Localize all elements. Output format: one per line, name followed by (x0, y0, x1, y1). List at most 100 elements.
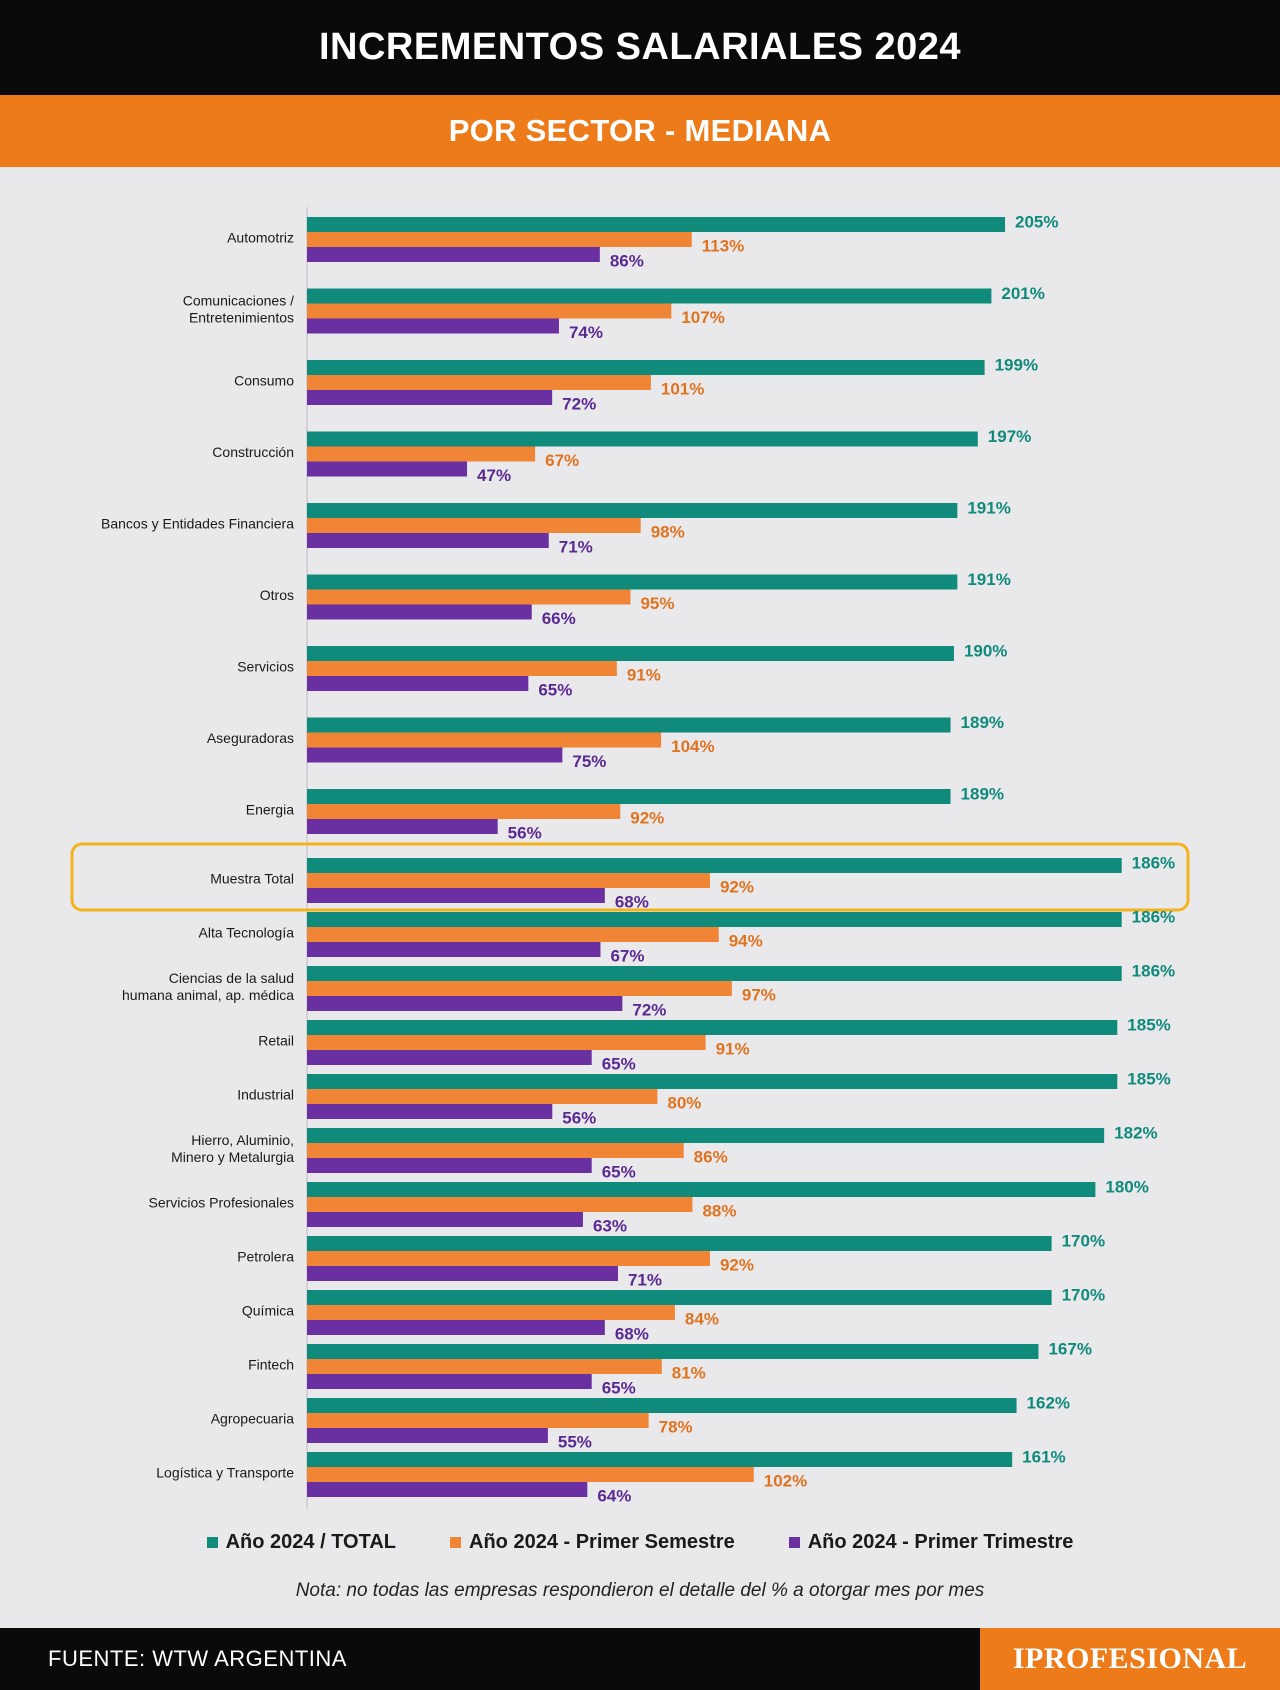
chart-subtitle: POR SECTOR - MEDIANA (0, 95, 1280, 167)
bar-total-agropecuaria (307, 1398, 1017, 1413)
bar-semestre-retail (307, 1035, 706, 1050)
value-label-trimestre-logistica-y-transporte: 64% (597, 1487, 631, 1506)
value-label-total-consumo: 199% (995, 356, 1038, 375)
bar-total-quimica (307, 1290, 1052, 1305)
category-label-otros: Otros (260, 587, 294, 603)
brand-logo: IPROFESIONAL (980, 1628, 1280, 1690)
chart-note: Nota: no todas las empresas respondieron… (295, 1580, 985, 1601)
bar-trimestre-quimica (307, 1320, 605, 1335)
bar-semestre-petrolera (307, 1251, 710, 1266)
value-label-semestre-industrial: 80% (667, 1094, 701, 1113)
bar-total-ciencias-de-la-salud-humana-animal-ap-medica (307, 966, 1122, 981)
category-label-ciencias-de-la-salud-humana-animal-ap-medica: Ciencias de la salud humana animal, ap. m… (122, 970, 294, 1003)
bar-total-energia (307, 789, 951, 804)
category-label-construccion: Construcción (212, 444, 294, 460)
footer: FUENTE: WTW ARGENTINA IPROFESIONAL (0, 1628, 1280, 1690)
legend-label-trimestre: Año 2024 - Primer Trimestre (807, 1530, 1074, 1553)
legend-item-total: Año 2024 / TOTAL (206, 1530, 397, 1554)
bar-semestre-servicios-profesionales (307, 1197, 693, 1212)
bar-total-servicios (307, 646, 954, 661)
bar-trimestre-fintech (307, 1374, 592, 1389)
bar-trimestre-servicios (307, 676, 529, 691)
value-label-trimestre-construccion: 47% (477, 466, 511, 485)
category-label-comunicaciones-entretenimientos: Comunicaciones / Entretenimientos (183, 293, 294, 326)
bar-total-logistica-y-transporte (307, 1452, 1013, 1467)
value-label-total-aseguradoras: 189% (961, 713, 1004, 732)
category-label-aseguradoras: Aseguradoras (207, 730, 294, 746)
bar-semestre-consumo (307, 375, 651, 390)
bar-trimestre-construccion (307, 461, 468, 477)
bar-semestre-agropecuaria (307, 1413, 649, 1428)
legend-label-total: Año 2024 / TOTAL (225, 1530, 397, 1553)
value-label-semestre-comunicaciones-entretenimientos: 107% (681, 308, 724, 327)
bar-trimestre-energia (307, 819, 498, 834)
bar-semestre-hierro-aluminio-minero-y-metalurgia (307, 1143, 684, 1158)
bar-total-servicios-profesionales (307, 1182, 1096, 1197)
category-label-muestra-total: Muestra Total (210, 871, 294, 887)
value-label-total-construccion: 197% (988, 427, 1031, 446)
value-label-semestre-otros: 95% (640, 594, 674, 613)
category-label-logistica-y-transporte: Logística y Transporte (156, 1465, 294, 1481)
category-label-hierro-aluminio-minero-y-metalurgia: Hierro, Aluminio, Minero y Metalurgia (171, 1132, 294, 1165)
value-label-trimestre-petrolera: 71% (628, 1271, 662, 1290)
value-label-trimestre-industrial: 56% (562, 1109, 596, 1128)
value-label-trimestre-comunicaciones-entretenimientos: 74% (569, 323, 603, 342)
value-label-semestre-retail: 91% (716, 1040, 750, 1059)
bar-semestre-ciencias-de-la-salud-humana-animal-ap-medica (307, 981, 732, 996)
bar-semestre-energia (307, 804, 621, 819)
highlight-box (70, 842, 1190, 912)
value-label-trimestre-energia: 56% (508, 824, 542, 843)
value-label-semestre-quimica: 84% (685, 1310, 719, 1329)
category-label-petrolera: Petrolera (237, 1249, 294, 1265)
bar-total-consumo (307, 360, 985, 375)
value-label-total-ciencias-de-la-salud-humana-animal-ap-medica: 186% (1132, 962, 1175, 981)
category-label-consumo: Consumo (234, 373, 294, 389)
category-label-energia: Energia (246, 802, 294, 818)
value-label-total-industrial: 185% (1127, 1070, 1170, 1089)
value-label-total-servicios: 190% (964, 642, 1007, 661)
bar-semestre-fintech (307, 1359, 662, 1374)
value-label-trimestre-hierro-aluminio-minero-y-metalurgia: 65% (602, 1163, 636, 1182)
value-label-total-comunicaciones-entretenimientos: 201% (1001, 284, 1044, 303)
value-label-semestre-logistica-y-transporte: 102% (764, 1472, 807, 1491)
value-label-semestre-servicios-profesionales: 88% (702, 1202, 736, 1221)
value-label-trimestre-otros: 66% (542, 609, 576, 628)
value-label-semestre-agropecuaria: 78% (659, 1418, 693, 1437)
value-label-semestre-ciencias-de-la-salud-humana-animal-ap-medica: 97% (742, 986, 776, 1005)
value-label-trimestre-bancos-y-entidades-financiera: 71% (559, 538, 593, 557)
value-label-trimestre-agropecuaria: 55% (558, 1433, 592, 1452)
value-label-trimestre-fintech: 65% (602, 1379, 636, 1398)
bar-semestre-otros (307, 589, 631, 605)
source-text: FUENTE: WTW ARGENTINA (48, 1646, 347, 1671)
value-label-semestre-energia: 92% (630, 809, 664, 828)
value-label-semestre-consumo: 101% (661, 380, 704, 399)
legend-label-semestre: Año 2024 - Primer Semestre (469, 1530, 735, 1553)
category-label-bancos-y-entidades-financiera: Bancos y Entidades Financiera (101, 516, 294, 532)
value-label-total-petrolera: 170% (1062, 1232, 1105, 1251)
bar-semestre-muestra-total (307, 873, 710, 888)
bar-trimestre-automotriz (307, 247, 600, 262)
value-label-total-bancos-y-entidades-financiera: 191% (967, 499, 1010, 518)
value-label-total-hierro-aluminio-minero-y-metalurgia: 182% (1114, 1124, 1157, 1143)
chart-legend: Año 2024 / TOTAL Año 2024 - Primer Semes… (0, 1525, 1280, 1559)
bar-semestre-servicios (307, 661, 617, 676)
bar-total-alta-tecnologia (307, 912, 1122, 927)
bar-semestre-logistica-y-transporte (307, 1467, 754, 1482)
bar-trimestre-hierro-aluminio-minero-y-metalurgia (307, 1158, 592, 1173)
bar-trimestre-alta-tecnologia (307, 942, 601, 957)
bar-trimestre-aseguradoras (307, 747, 563, 763)
category-label-retail: Retail (258, 1033, 294, 1049)
bar-total-petrolera (307, 1236, 1052, 1251)
legend-item-trimestre: Año 2024 - Primer Trimestre (788, 1530, 1074, 1554)
value-label-total-fintech: 167% (1048, 1340, 1091, 1359)
category-label-alta-tecnologia: Alta Tecnología (199, 925, 295, 941)
bar-trimestre-muestra-total (307, 888, 605, 903)
category-label-servicios-profesionales: Servicios Profesionales (148, 1195, 294, 1211)
bar-total-fintech (307, 1344, 1039, 1359)
value-label-total-agropecuaria: 162% (1027, 1394, 1070, 1413)
bar-semestre-industrial (307, 1089, 658, 1104)
value-label-semestre-fintech: 81% (672, 1364, 706, 1383)
value-label-trimestre-quimica: 68% (615, 1325, 649, 1344)
bar-semestre-aseguradoras (307, 732, 662, 748)
legend-swatch-total (206, 1536, 218, 1548)
